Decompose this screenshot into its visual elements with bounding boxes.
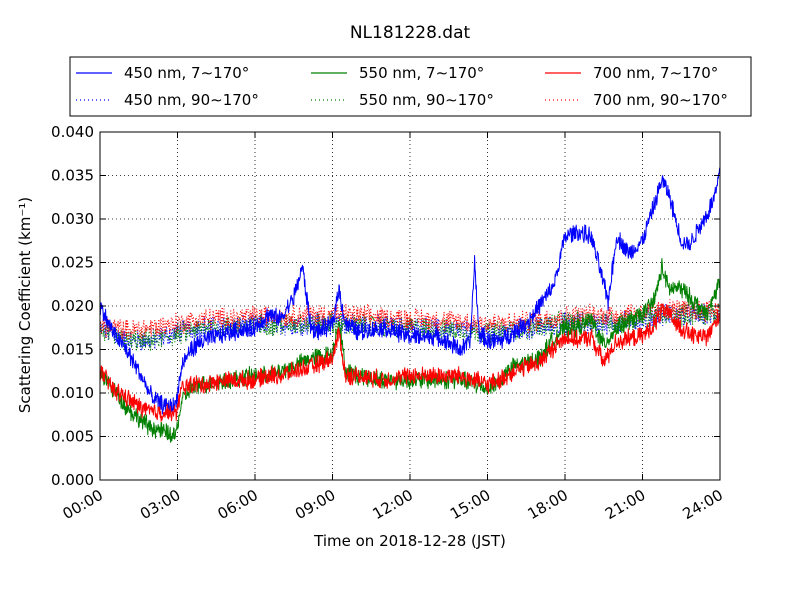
y-tick-label-0: 0.000 [51, 471, 94, 489]
series-line-4 [99, 303, 721, 422]
y-tick-label-2: 0.010 [51, 384, 94, 402]
y-tick-label-3: 0.015 [51, 341, 94, 359]
y-tick-label-5: 0.025 [51, 254, 94, 272]
series-layer [99, 167, 721, 443]
chart-title: NL181228.dat [350, 23, 471, 43]
y-tick-label-1: 0.005 [51, 428, 94, 446]
series-line-3 [99, 302, 721, 352]
y-tick-label-4: 0.020 [51, 297, 94, 315]
legend-frame [69, 56, 752, 117]
legend-label-5: 700 nm, 90∼170° [593, 91, 728, 109]
series-line-1 [99, 302, 721, 352]
y-axis-ticks: 0.000 0.005 0.010 0.015 0.020 0.025 0.030 0.035… [51, 123, 720, 489]
legend: 450 nm, 7∼170° 450 nm, 90∼170° 550 nm, 7∼1… [69, 56, 752, 117]
series-line-0 [99, 167, 721, 415]
y-axis-label: Scattering Coefficient (km⁻¹) [16, 197, 34, 413]
series-line-5 [99, 299, 720, 342]
legend-label-3: 550 nm, 90∼170° [359, 91, 494, 109]
legend-label-1: 450 nm, 90∼170° [124, 91, 259, 109]
legend-label-0: 450 nm, 7∼170° [124, 64, 249, 82]
y-tick-label-7: 0.035 [51, 167, 94, 185]
y-tick-label-8: 0.040 [51, 123, 94, 141]
y-tick-label-6: 0.030 [51, 210, 94, 228]
x-axis-label: Time on 2018-12-28 (JST) [313, 532, 506, 550]
legend-label-2: 550 nm, 7∼170° [359, 64, 484, 82]
legend-label-4: 700 nm, 7∼170° [593, 64, 718, 82]
